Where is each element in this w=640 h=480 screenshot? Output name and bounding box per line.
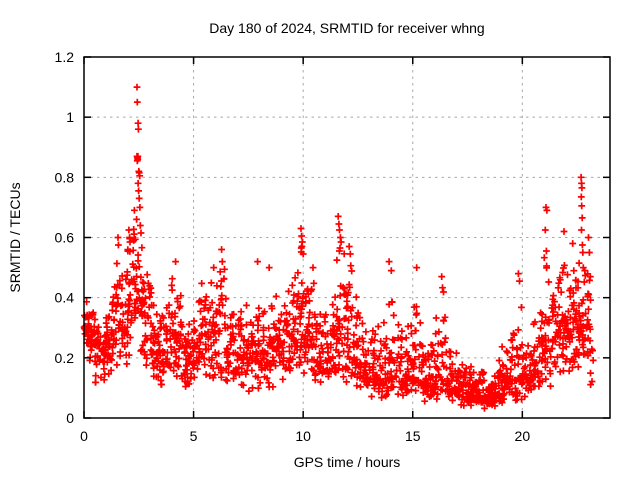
x-axis-label: GPS time / hours (294, 454, 401, 470)
x-tick-label: 20 (515, 428, 531, 444)
axis-tick-labels: 0 5 10 15 20 0 0.2 0.4 0.6 0.8 1 1.2 (55, 49, 531, 444)
y-tick-label: 0.6 (55, 230, 75, 246)
y-tick-label: 1 (66, 109, 74, 125)
x-tick-label: 0 (80, 428, 88, 444)
x-tick-label: 10 (295, 428, 311, 444)
x-tick-label: 5 (190, 428, 198, 444)
y-tick-label: 0 (66, 410, 74, 426)
y-axis-label: SRMTID / TECUs (7, 182, 23, 292)
chart-title: Day 180 of 2024, SRMTID for receiver whn… (209, 20, 484, 36)
x-tick-label: 15 (405, 428, 421, 444)
data-points-scatter (80, 83, 597, 412)
y-tick-label: 0.2 (55, 350, 75, 366)
plot-area-border (83, 56, 611, 419)
scatter-plus-markers (80, 83, 597, 412)
y-tick-label: 0.8 (55, 169, 75, 185)
y-tick-label: 0.4 (55, 290, 75, 306)
y-tick-label: 1.2 (55, 49, 75, 65)
